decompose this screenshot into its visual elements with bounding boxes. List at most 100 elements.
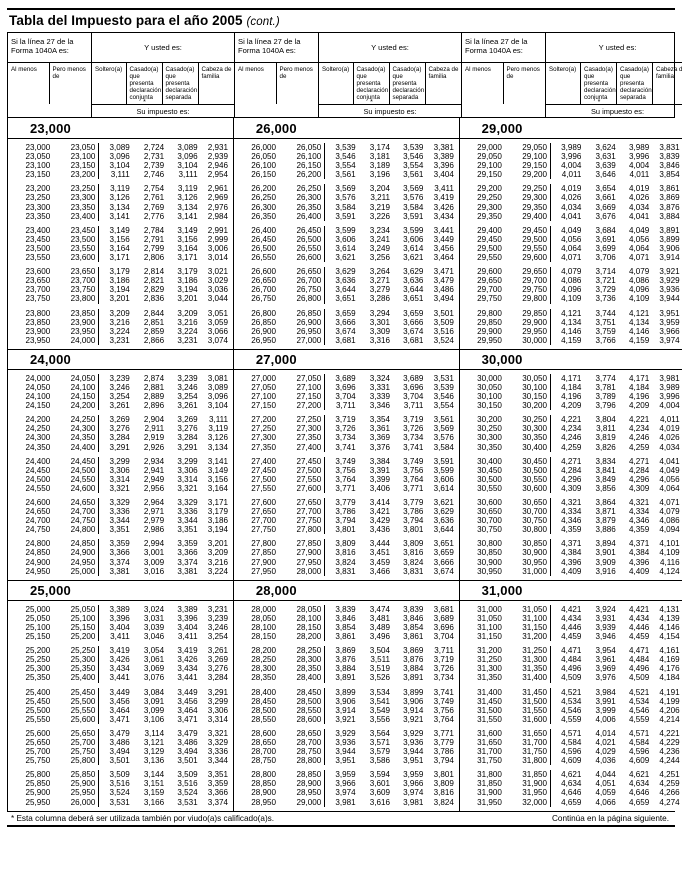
cell-married-separate: 3,891: [403, 673, 424, 683]
cell-married-joint: 3,279: [369, 285, 390, 295]
cell-at-least: 24,750: [25, 525, 51, 535]
cell-at-least: 23,000: [25, 143, 51, 152]
table-row: 30,300 30,350 4,246 3,819 4,246 4,026: [460, 433, 682, 443]
cell-but-less-than: 24,050: [53, 373, 100, 383]
cell-married-separate: 4,234: [628, 424, 650, 434]
cell-head-household: 3,299: [207, 696, 229, 706]
cell-married-separate: 4,259: [628, 442, 650, 452]
cell-head-household: 3,606: [433, 474, 454, 484]
cell-head-household: 3,464: [433, 253, 454, 263]
cell-married-joint: 3,166: [143, 797, 165, 807]
table-row: 23,050 23,100 3,096 2,731 3,096 2,939: [8, 152, 233, 162]
cell-single: 3,659: [335, 308, 356, 318]
cell-married-separate: 3,809: [403, 539, 424, 549]
cell-but-less-than: 29,250: [505, 184, 552, 194]
cell-married-separate: 3,569: [403, 184, 424, 194]
cell-at-least: 23,300: [25, 202, 51, 212]
header-single-2: Soltero(a): [319, 63, 354, 104]
cell-married-separate: 4,359: [628, 525, 650, 535]
header-range-cells-1: Al menos Pero menos de: [8, 63, 91, 104]
table-row: 28,200 28,250 3,869 3,504 3,869 3,711: [234, 646, 459, 656]
cell-at-least: 29,800: [477, 308, 502, 318]
cell-single: 3,651: [335, 294, 356, 304]
cell-head-household: 3,269: [207, 655, 229, 665]
cell-head-household: 4,154: [659, 632, 680, 642]
cell-married-joint: 3,271: [369, 276, 390, 286]
cell-head-household: 3,681: [433, 604, 454, 614]
cell-married-joint: 3,916: [595, 566, 616, 576]
cell-single: 4,596: [561, 747, 582, 757]
cell-married-joint: 3,459: [369, 557, 390, 567]
cell-married-joint: 2,859: [143, 326, 165, 336]
cell-married-joint: 4,006: [595, 714, 616, 724]
cell-at-least: 26,600: [251, 267, 277, 277]
cell-married-joint: 2,829: [143, 285, 165, 295]
cell-head-household: 4,109: [659, 548, 680, 558]
table-row: 24,150 24,200 3,261 2,896 3,261 3,104: [8, 401, 233, 411]
table-row: 23,100 23,150 3,104 2,739 3,104 2,946: [8, 161, 233, 171]
cell-at-least: 30,700: [477, 516, 502, 526]
cell-married-separate: 4,334: [628, 507, 650, 517]
table-row: 25,100 25,150 3,404 3,039 3,404 3,246: [8, 622, 233, 633]
cell-single: 4,071: [561, 253, 582, 263]
cell-married-joint: 2,926: [143, 442, 165, 452]
cell-single: 3,314: [109, 474, 130, 484]
cell-single: 4,041: [561, 211, 582, 221]
cell-head-household: 3,239: [207, 613, 229, 623]
cell-but-less-than: 26,950: [279, 326, 326, 336]
cell-married-joint: 3,924: [595, 604, 616, 614]
cell-married-separate: 3,441: [177, 673, 198, 683]
cell-married-separate: 3,876: [403, 655, 424, 665]
header-married-joint-label-2: Casado(a) que presenta declaración conju…: [356, 66, 389, 101]
cell-single: 3,351: [109, 525, 130, 535]
cell-married-joint: 3,369: [369, 433, 390, 443]
cell-single: 3,479: [109, 728, 130, 738]
cell-at-least: 23,250: [25, 193, 51, 203]
cell-head-household: 2,984: [207, 211, 229, 221]
cell-married-joint: 2,896: [143, 401, 165, 411]
cell-married-separate: 4,571: [628, 728, 650, 738]
cell-single: 3,794: [335, 516, 356, 526]
table-row: 30,100 30,150 4,196 3,789 4,196 3,996: [460, 392, 682, 402]
cell-but-less-than: 29,850: [505, 308, 552, 318]
cell-married-joint: 3,684: [595, 225, 616, 235]
cell-head-household: 3,666: [433, 557, 454, 567]
cell-at-least: 29,350: [477, 211, 502, 221]
tax-column-1: 23,000 23,000 23,050 3,089 2,724 3,089 2,931 23…: [7, 118, 234, 811]
cell-single: 3,434: [109, 664, 130, 674]
cell-married-separate: 3,899: [403, 687, 424, 697]
header-range-cells-2: Al menos Pero menos de: [235, 63, 318, 104]
cell-head-household: 3,276: [207, 664, 229, 674]
cell-single: 3,501: [109, 756, 130, 766]
cell-married-separate: 3,689: [403, 373, 424, 383]
cell-married-joint: 3,069: [143, 664, 165, 674]
cell-at-least: 26,300: [251, 202, 277, 212]
cell-single: 3,486: [109, 737, 130, 747]
cell-married-joint: 2,754: [143, 184, 165, 194]
header-your-tax-is-1: Su impuesto es:: [92, 104, 234, 117]
cell-married-joint: 3,234: [369, 225, 390, 235]
cell-single: 3,779: [335, 498, 356, 507]
cell-head-household: 3,629: [433, 507, 454, 517]
cell-at-least: 25,200: [25, 646, 51, 656]
cell-married-separate: 4,134: [628, 317, 650, 327]
cell-married-joint: 3,099: [143, 705, 165, 715]
table-row: 31,900 31,950 4,646 4,059 4,646 4,266: [460, 788, 682, 798]
cell-at-least: 23,700: [25, 285, 51, 295]
cell-at-least: 28,800: [251, 770, 277, 780]
header-joint-star-3: *: [597, 99, 601, 106]
cell-at-least: 25,650: [25, 737, 51, 747]
cell-head-household: 3,096: [207, 392, 229, 402]
cell-married-joint: 3,204: [369, 184, 390, 194]
cell-but-less-than: 30,300: [505, 424, 552, 434]
cell-head-household: 3,591: [433, 456, 454, 466]
row-block: 28,800 28,850 3,959 3,594 3,959 3,801 28,850 28…: [234, 770, 459, 807]
tax-column-2: 26,000 26,000 26,050 3,539 3,174 3,539 3,381 26…: [232, 118, 460, 811]
cell-single: 3,801: [335, 525, 356, 535]
table-row: 31,250 31,300 4,484 3,961 4,484 4,169: [460, 655, 682, 665]
cell-but-less-than: 23,850: [53, 308, 100, 318]
cell-single: 4,509: [561, 673, 582, 683]
cell-at-least: 26,450: [251, 234, 277, 244]
cell-head-household: 3,336: [207, 747, 229, 757]
cell-married-separate: 3,149: [177, 225, 198, 235]
